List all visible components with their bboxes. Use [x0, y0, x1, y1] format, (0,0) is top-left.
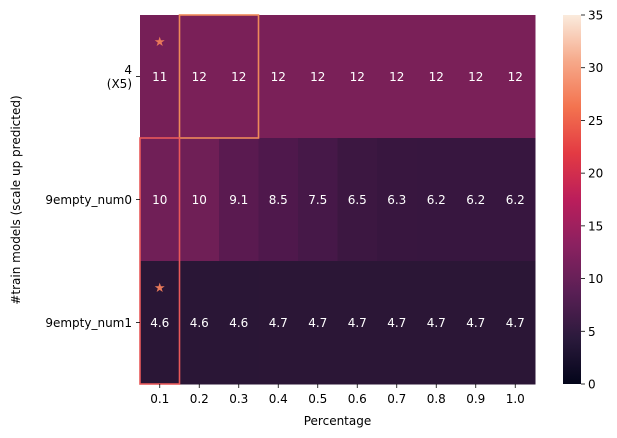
heatmap-cell-r2-c5	[337, 261, 378, 385]
cell-label-r2-c7: 4.7	[427, 316, 446, 330]
heatmap-cell-r2-c9	[495, 261, 536, 385]
colorbar-tick-label-2: 10	[588, 272, 603, 286]
x-tick-label-7: 0.8	[427, 392, 446, 406]
y-tick-label-1: 9empty_num0	[45, 193, 132, 207]
cell-label-r2-c6: 4.7	[387, 316, 406, 330]
heatmap-cell-r2-c1	[179, 261, 220, 385]
x-tick-label-2: 0.3	[229, 392, 248, 406]
heatmap-cell-r1-c4	[298, 138, 338, 262]
heatmap-cell-r0-c4	[298, 15, 338, 139]
colorbar-gradient	[563, 15, 581, 384]
heatmap-cell-r0-c5	[337, 15, 378, 139]
heatmap-cell-r1-c1	[179, 138, 220, 262]
x-axis-label: Percentage	[304, 414, 372, 428]
heatmap-cell-r1-c9	[495, 138, 536, 262]
cell-label-r1-c2: 9.1	[229, 193, 248, 207]
cell-label-r0-c5: 12	[350, 70, 365, 84]
cell-label-r0-c0: 11	[152, 70, 167, 84]
heatmap-cell-labels: 11 12 12 12 12 12 12 12 12 12 10 10 9.1 8.5 7.5 6.5 6.3 6…	[150, 70, 525, 330]
y-tick-label-2: 9empty_num1	[45, 316, 132, 330]
cell-label-r0-c3: 12	[271, 70, 286, 84]
x-tick-label-9: 1.0	[506, 392, 525, 406]
cell-label-r1-c8: 6.2	[466, 193, 485, 207]
cell-label-r2-c2: 4.6	[229, 316, 248, 330]
x-axis: 0.1 0.2 0.3 0.4 0.5 0.6 0.7 0.8 0.9 1.0	[150, 384, 525, 406]
x-tick-label-8: 0.9	[466, 392, 485, 406]
cell-label-r0-c7: 12	[429, 70, 444, 84]
cell-label-r2-c3: 4.7	[269, 316, 288, 330]
heatmap-cell-r1-c8	[456, 138, 496, 262]
x-tick-label-6: 0.7	[387, 392, 406, 406]
colorbar: 0 5 10 15 20 25 30 35	[563, 9, 603, 392]
cell-label-r2-c4: 4.7	[308, 316, 327, 330]
heatmap-cell-r2-c4	[298, 261, 338, 385]
heatmap-cell-r0-c9	[495, 15, 536, 139]
heatmap-cell-r0-c8	[456, 15, 496, 139]
heatmap-cell-r0-c7	[416, 15, 457, 139]
heatmap-cell-r0-c6	[377, 15, 417, 139]
colorbar-tick-label-7: 35	[588, 9, 603, 23]
colorbar-tick-label-5: 25	[588, 114, 603, 128]
cell-label-r1-c0: 10	[152, 193, 167, 207]
colorbar-tick-label-6: 30	[588, 61, 603, 75]
cell-label-r1-c6: 6.3	[387, 193, 406, 207]
heatmap-cells	[140, 15, 536, 385]
cell-label-r1-c5: 6.5	[348, 193, 367, 207]
cell-label-r1-c9: 6.2	[506, 193, 525, 207]
y-tick-label-0-line1: (X5)	[107, 77, 132, 91]
cell-label-r0-c8: 12	[468, 70, 483, 84]
heatmap-cell-r0-c1	[179, 15, 220, 139]
heatmap-cell-r0-c2	[219, 15, 259, 139]
cell-label-r0-c2: 12	[231, 70, 246, 84]
x-tick-label-1: 0.2	[190, 392, 209, 406]
heatmap-cell-r2-c7	[416, 261, 457, 385]
star-marker-0: ★	[154, 35, 166, 50]
y-axis-label: #train models (scale up predicted)	[9, 95, 23, 304]
heatmap-cell-r1-c6	[377, 138, 417, 262]
star-marker-1: ★	[154, 281, 166, 296]
cell-label-r1-c3: 8.5	[269, 193, 288, 207]
cell-label-r1-c1: 10	[192, 193, 207, 207]
cell-label-r0-c4: 12	[310, 70, 325, 84]
heatmap-cell-r2-c0	[140, 261, 180, 385]
heatmap-cell-r1-c2	[219, 138, 259, 262]
cell-label-r0-c1: 12	[192, 70, 207, 84]
highlight-box-0	[178, 14, 260, 139]
colorbar-tick-label-3: 15	[588, 219, 603, 233]
cell-label-r2-c9: 4.7	[506, 316, 525, 330]
heatmap-cell-r1-c5	[337, 138, 378, 262]
x-tick-label-5: 0.6	[348, 392, 367, 406]
colorbar-tick-label-0: 0	[588, 378, 596, 392]
cell-label-r2-c8: 4.7	[466, 316, 485, 330]
heatmap-markers: ★★	[154, 35, 166, 296]
cell-label-r0-c6: 12	[389, 70, 404, 84]
colorbar-tick-label-1: 5	[588, 325, 596, 339]
cell-label-r2-c1: 4.6	[190, 316, 209, 330]
heatmap-cell-r1-c7	[416, 138, 457, 262]
heatmap-cell-r1-c0	[140, 138, 180, 262]
cell-label-r2-c0: 4.6	[150, 316, 169, 330]
heatmap-cell-r1-c3	[258, 138, 299, 262]
cell-label-r1-c4: 7.5	[308, 193, 327, 207]
heatmap-cell-r0-c3	[258, 15, 299, 139]
x-tick-label-4: 0.5	[308, 392, 327, 406]
x-tick-label-3: 0.4	[269, 392, 288, 406]
heatmap-cell-r2-c2	[219, 261, 259, 385]
y-tick-label-0-line0: 4	[124, 63, 132, 77]
heatmap-cell-r2-c6	[377, 261, 417, 385]
cell-label-r2-c5: 4.7	[348, 316, 367, 330]
y-axis: 4(X5) 9empty_num0 9empty_num1	[45, 63, 140, 330]
heatmap-cell-r0-c0	[140, 15, 180, 139]
heatmap-cell-r2-c8	[456, 261, 496, 385]
colorbar-tick-label-4: 20	[588, 167, 603, 181]
x-tick-label-0: 0.1	[150, 392, 169, 406]
heatmap-cell-r2-c3	[258, 261, 299, 385]
cell-label-r1-c7: 6.2	[427, 193, 446, 207]
cell-label-r0-c9: 12	[508, 70, 523, 84]
